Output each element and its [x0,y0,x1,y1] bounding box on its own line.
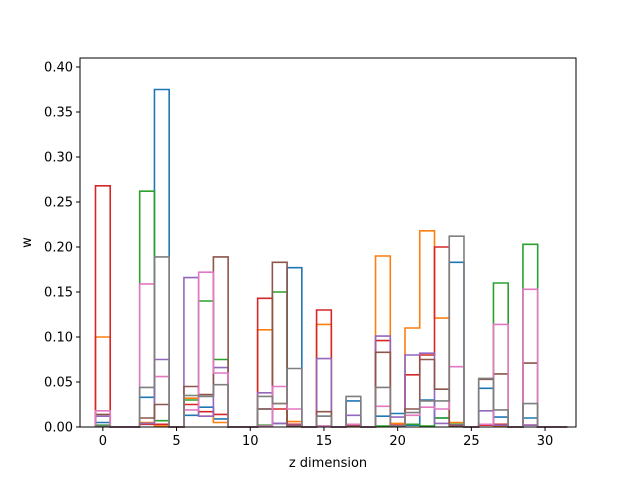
y-tick-label: 0.05 [44,376,73,391]
series-layer [94,88,568,428]
x-axis-label: z dimension [289,456,367,471]
x-tick-label: 0 [99,434,107,449]
x-tick-label: 15 [316,434,333,449]
x-axis: 0 5 10 15 20 25 30 [99,427,554,449]
y-tick-label: 0.10 [44,331,73,346]
y-tick-label: 0.25 [44,196,73,211]
x-tick-label: 20 [389,434,406,449]
x-tick-label: 10 [242,434,259,449]
plot-frame [79,57,577,428]
y-tick-label: 0.30 [44,151,73,166]
y-tick-label: 0.00 [44,421,73,436]
y-tick-label: 0.40 [44,61,73,76]
y-tick-label: 0.20 [44,241,73,256]
x-tick-label: 25 [463,434,480,449]
y-tick-label: 0.15 [44,286,73,301]
y-axis: 0.00 0.05 0.10 0.15 0.20 0.25 0.30 0.35 0.40 [44,61,80,436]
x-tick-label: 30 [537,434,554,449]
y-axis-label: w [20,237,35,248]
y-tick-label: 0.35 [44,106,73,121]
x-tick-label: 5 [172,434,180,449]
